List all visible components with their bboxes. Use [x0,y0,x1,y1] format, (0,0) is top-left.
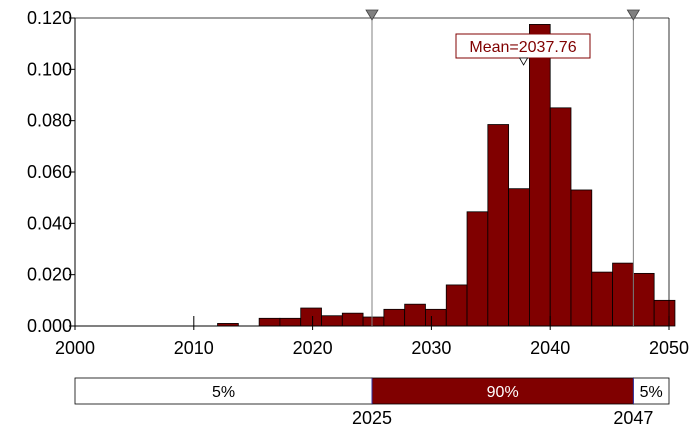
percentile-band-bar: 5% 90% 5% 2025 2047 [74,377,670,428]
histogram-bar [570,189,593,327]
percentile-band-label: 5% [640,384,663,401]
y-tick-label: 0.040 [27,213,72,233]
histogram-bar [529,24,551,327]
x-tick-label: 2030 [411,338,451,358]
percentile-value-label: 2025 [352,408,392,428]
y-tick-label: 0.020 [27,265,72,285]
x-tick-label: 2040 [530,338,570,358]
histogram-bar [591,271,613,327]
percentile-band-label: 5% [212,384,235,401]
histogram-bar [404,303,426,327]
histogram-bar [445,284,468,327]
histogram-bar [258,317,281,327]
histogram-bar [300,307,322,327]
histogram-bar [612,262,634,327]
y-tick-label: 0.080 [27,111,72,131]
percentile-value-label: 2047 [613,408,653,428]
histogram-bars [217,24,676,327]
x-axis-ticks: 2000 2010 2020 2030 2040 2050 [55,316,689,358]
histogram-bar [341,312,364,327]
mean-label: Mean=2037.76 [469,39,576,56]
histogram-bar [487,124,510,327]
y-tick-label: 0.000 [27,316,72,336]
percentile-band-segment [74,377,373,405]
x-tick-label: 2020 [293,338,333,358]
histogram-bar [321,315,343,327]
y-tick-label: 0.120 [27,8,72,28]
histogram-bar [508,188,530,327]
y-tick-label: 0.060 [27,162,72,182]
histogram-bar [653,299,676,327]
mean-callout: Mean=2037.76 [455,33,591,66]
marker-handle-icon[interactable] [626,9,641,21]
marker-handle-icon[interactable] [365,9,379,21]
histogram-bar [549,107,572,327]
y-tick-label: 0.100 [27,59,72,79]
histogram-bar [279,317,302,327]
x-tick-label: 2010 [174,338,214,358]
histogram-bar [383,308,406,327]
percentile-band-segment [632,377,670,405]
histogram-bar [362,316,385,327]
histogram-bar [466,211,489,327]
histogram-bar [425,308,447,327]
histogram-bar [632,272,655,327]
percentile-band-label: 90% [487,384,519,401]
mean-pointer-icon [518,57,529,66]
percentile-markers[interactable] [365,9,641,326]
x-tick-label: 2000 [55,338,95,358]
x-tick-label: 2050 [649,338,689,358]
y-axis-ticks: 0.000 0.020 0.040 0.060 0.080 0.100 0.120 [27,8,75,336]
